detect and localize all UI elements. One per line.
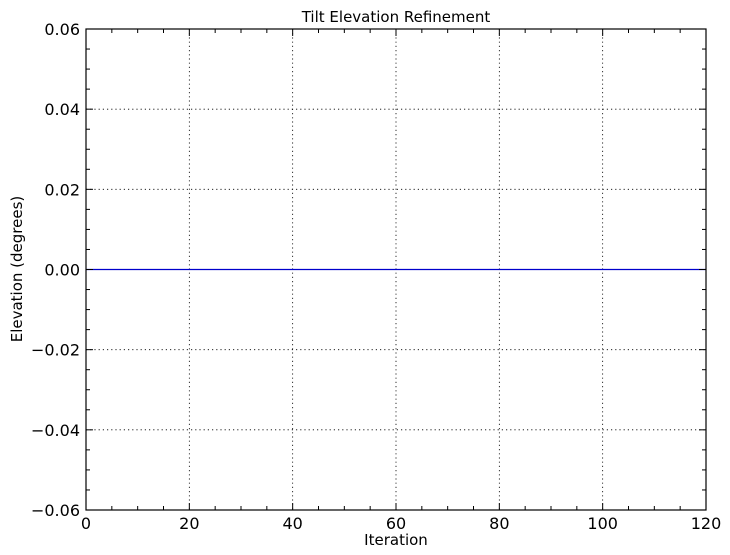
ticks [85,28,707,511]
x-tick-label: 60 [386,514,406,533]
chart-title: Tilt Elevation Refinement [301,8,491,26]
x-tick-label: 80 [489,514,509,533]
plot-area-frame [85,28,707,511]
y-tick-label: −0.04 [31,421,80,440]
x-axis-label: Iteration [364,531,428,549]
y-tick-label: 0.02 [44,180,80,199]
tick-labels: 0 20 40 60 80 100 120 −0.06 −0.04 −0.02 0.00 0.02 0.… [31,20,721,533]
x-tick-label: 40 [282,514,302,533]
x-tick-label: 0 [81,514,91,533]
x-tick-label: 20 [179,514,199,533]
y-tick-label: 0.04 [44,100,80,119]
x-tick-label: 120 [691,514,722,533]
y-axis-label: Elevation (degrees) [8,196,26,343]
y-tick-label: 0.00 [44,261,80,280]
y-tick-label: −0.02 [31,341,80,360]
y-tick-label: −0.06 [31,501,80,520]
x-tick-label: 100 [587,514,618,533]
y-tick-label: 0.06 [44,20,80,39]
